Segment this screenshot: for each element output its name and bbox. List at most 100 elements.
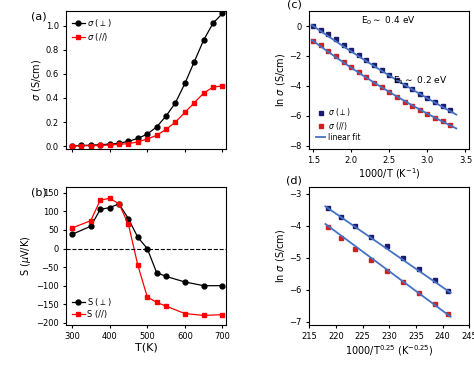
$\sigma$ (//) <box>126 141 131 146</box>
$\sigma$ (//) <box>145 137 150 141</box>
$\sigma$ (//) <box>379 85 384 90</box>
S ($\perp$) <box>107 206 112 210</box>
$\sigma$ (//) <box>410 104 415 108</box>
S ($\perp$) <box>219 283 225 288</box>
$\sigma$ ($\perp$) <box>386 73 392 77</box>
X-axis label: 1000/T (K$^{-1}$): 1000/T (K$^{-1}$) <box>358 167 421 182</box>
$\sigma$ (//) <box>394 95 400 99</box>
$\sigma$ (//) <box>440 119 446 124</box>
S ($\perp$) <box>135 235 141 239</box>
$\sigma$ ($\perp$) <box>210 21 216 25</box>
Text: (d): (d) <box>285 176 301 186</box>
S (//) <box>145 294 150 299</box>
S ($\perp$) <box>97 207 103 212</box>
Text: (b): (b) <box>31 187 47 197</box>
$\sigma$ (//) <box>341 59 346 64</box>
$\sigma$ (//) <box>107 143 112 147</box>
S (//) <box>154 300 159 305</box>
S ($\perp$) <box>116 202 122 206</box>
$\sigma$ ($\perp$) <box>116 141 122 145</box>
X-axis label: 1000/T$^{0.25}$ (K$^{-0.25}$): 1000/T$^{0.25}$ (K$^{-0.25}$) <box>345 343 434 358</box>
$\sigma$ (//) <box>201 91 207 95</box>
S (//) <box>135 263 141 268</box>
S ($\perp$) <box>201 283 207 288</box>
$\sigma$ ($\perp$) <box>191 59 197 64</box>
$\sigma$ (//) <box>69 144 75 148</box>
Line: S (//): S (//) <box>70 196 225 318</box>
$\sigma$ ($\perp$) <box>425 96 430 100</box>
$\sigma$ (//) <box>425 112 430 116</box>
$\sigma$ (//) <box>364 75 369 80</box>
Y-axis label: ln $\sigma$ (S/cm): ln $\sigma$ (S/cm) <box>273 229 287 283</box>
$\sigma$ (//) <box>386 90 392 94</box>
Legend: S ($\perp$), S (//): S ($\perp$), S (//) <box>71 294 114 321</box>
$\sigma$ (//) <box>135 140 141 144</box>
$\sigma$ ($\perp$) <box>145 132 150 137</box>
S ($\perp$) <box>145 246 150 251</box>
$\sigma$ (//) <box>173 120 178 124</box>
S (//) <box>97 198 103 202</box>
S ($\perp$) <box>88 224 94 228</box>
S ($\perp$) <box>69 232 75 237</box>
$\sigma$ ($\perp$) <box>163 114 169 118</box>
S (//) <box>182 311 188 316</box>
S ($\perp$) <box>126 217 131 221</box>
$\sigma$ (//) <box>326 48 331 53</box>
$\sigma$ (//) <box>447 123 453 127</box>
$\sigma$ ($\perp$) <box>107 142 112 146</box>
$\sigma$ (//) <box>219 84 225 88</box>
$\sigma$ ($\perp$) <box>79 143 84 148</box>
Line: S ($\perp$): S ($\perp$) <box>70 201 225 288</box>
S ($\perp$) <box>154 270 159 275</box>
$\sigma$ (//) <box>348 65 354 69</box>
X-axis label: T(K): T(K) <box>135 343 158 353</box>
S (//) <box>107 196 112 200</box>
$\sigma$ (//) <box>432 115 438 120</box>
$\sigma$ ($\perp$) <box>135 136 141 141</box>
$\sigma$ (//) <box>333 54 339 58</box>
$\sigma$ ($\perp$) <box>371 63 377 68</box>
$\sigma$ ($\perp$) <box>394 77 400 82</box>
S (//) <box>126 222 131 227</box>
$\sigma$ ($\perp$) <box>182 81 188 86</box>
Legend: $\sigma$ ($\perp$), $\sigma$ (//), linear fit: $\sigma$ ($\perp$), $\sigma$ (//), linea… <box>313 103 363 145</box>
$\sigma$ ($\perp$) <box>364 58 369 62</box>
$\sigma$ ($\perp$) <box>326 32 331 37</box>
$\sigma$ ($\perp$) <box>154 125 159 129</box>
Y-axis label: $\sigma$ (S/cm): $\sigma$ (S/cm) <box>30 59 43 101</box>
$\sigma$ ($\perp$) <box>440 104 446 108</box>
S (//) <box>201 313 207 318</box>
$\sigma$ ($\perp$) <box>310 24 316 28</box>
Text: E$_1$$\sim$ 0.2 eV: E$_1$$\sim$ 0.2 eV <box>392 75 447 87</box>
$\sigma$ (//) <box>154 133 159 138</box>
Text: (a): (a) <box>31 11 47 21</box>
Text: (c): (c) <box>286 0 301 10</box>
$\sigma$ (//) <box>182 110 188 115</box>
$\sigma$ ($\perp$) <box>219 11 225 16</box>
Line: $\sigma$ ($\perp$): $\sigma$ ($\perp$) <box>70 11 225 148</box>
$\sigma$ ($\perp$) <box>379 68 384 72</box>
$\sigma$ ($\perp$) <box>432 100 438 104</box>
S (//) <box>219 313 225 317</box>
Line: $\sigma$ (//): $\sigma$ (//) <box>311 38 453 127</box>
$\sigma$ ($\perp$) <box>173 101 178 105</box>
$\sigma$ (//) <box>401 99 407 104</box>
$\sigma$ ($\perp$) <box>341 42 346 47</box>
S ($\perp$) <box>163 274 169 279</box>
$\sigma$ ($\perp$) <box>410 87 415 92</box>
$\sigma$ ($\perp$) <box>333 37 339 42</box>
S ($\perp$) <box>182 280 188 284</box>
$\sigma$ (//) <box>116 142 122 146</box>
$\sigma$ (//) <box>88 144 94 148</box>
$\sigma$ ($\perp$) <box>447 108 453 112</box>
$\sigma$ ($\perp$) <box>356 53 362 58</box>
S (//) <box>69 226 75 230</box>
$\sigma$ (//) <box>371 80 377 85</box>
Line: $\sigma$ ($\perp$): $\sigma$ ($\perp$) <box>311 24 453 113</box>
$\sigma$ ($\perp$) <box>201 38 207 42</box>
$\sigma$ (//) <box>310 39 316 43</box>
$\sigma$ ($\perp$) <box>88 143 94 147</box>
$\sigma$ (//) <box>356 70 362 75</box>
$\sigma$ (//) <box>417 108 423 112</box>
$\sigma$ ($\perp$) <box>401 82 407 87</box>
